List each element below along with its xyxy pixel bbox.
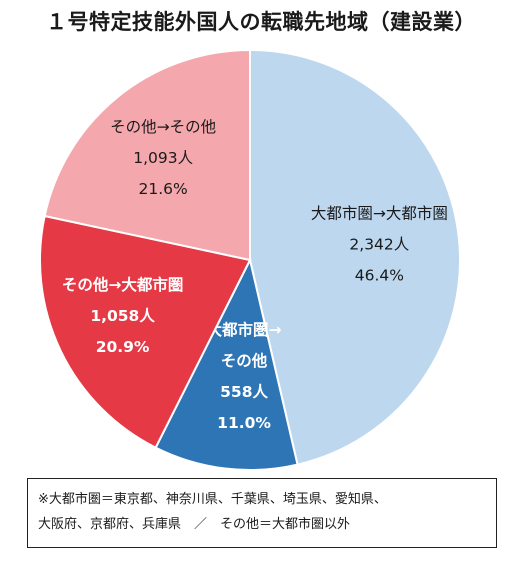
footnote-line-2: 大阪府、京都府、兵庫県 ／ その他＝大都市圏以外 [38, 517, 351, 532]
slice-4-label-1: その他→その他 [110, 118, 216, 136]
slice-3-count: 1,058人 [90, 307, 155, 325]
pie-slice-1 [249, 48, 461, 466]
slice-3-percent: 20.9% [96, 338, 150, 356]
pie-slice-3 [39, 214, 252, 449]
slice-1-count: 2,342人 [349, 236, 409, 254]
slice-3-label-1: その他→大都市圏 [62, 275, 184, 294]
slice-2-label-1: 大都市圏→ [207, 320, 282, 339]
slice-1-percent: 46.4% [355, 267, 404, 285]
footnote-box: ※大都市圏＝東京都、神奈川県、千葉県、埼玉県、愛知県、 大阪府、京都府、兵庫県 … [27, 478, 497, 548]
slice-1-label-1: 大都市圏→大都市圏 [311, 205, 448, 223]
slice-4-percent: 21.6% [139, 180, 188, 198]
slice-2-label-2: その他 [221, 351, 268, 370]
pie-slice-4 [43, 48, 251, 262]
pie-slice-2 [154, 257, 299, 471]
slice-2-percent: 11.0% [217, 414, 271, 432]
chart-title: １号特定技能外国人の転職先地域（建設業） [46, 10, 476, 34]
slice-4-count: 1,093人 [133, 149, 193, 167]
slice-2-count: 558人 [220, 383, 268, 401]
footnote-line-1: ※大都市圏＝東京都、神奈川県、千葉県、埼玉県、愛知県、 [38, 492, 387, 507]
